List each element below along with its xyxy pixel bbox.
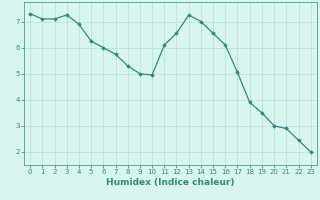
X-axis label: Humidex (Indice chaleur): Humidex (Indice chaleur) [106,178,235,187]
